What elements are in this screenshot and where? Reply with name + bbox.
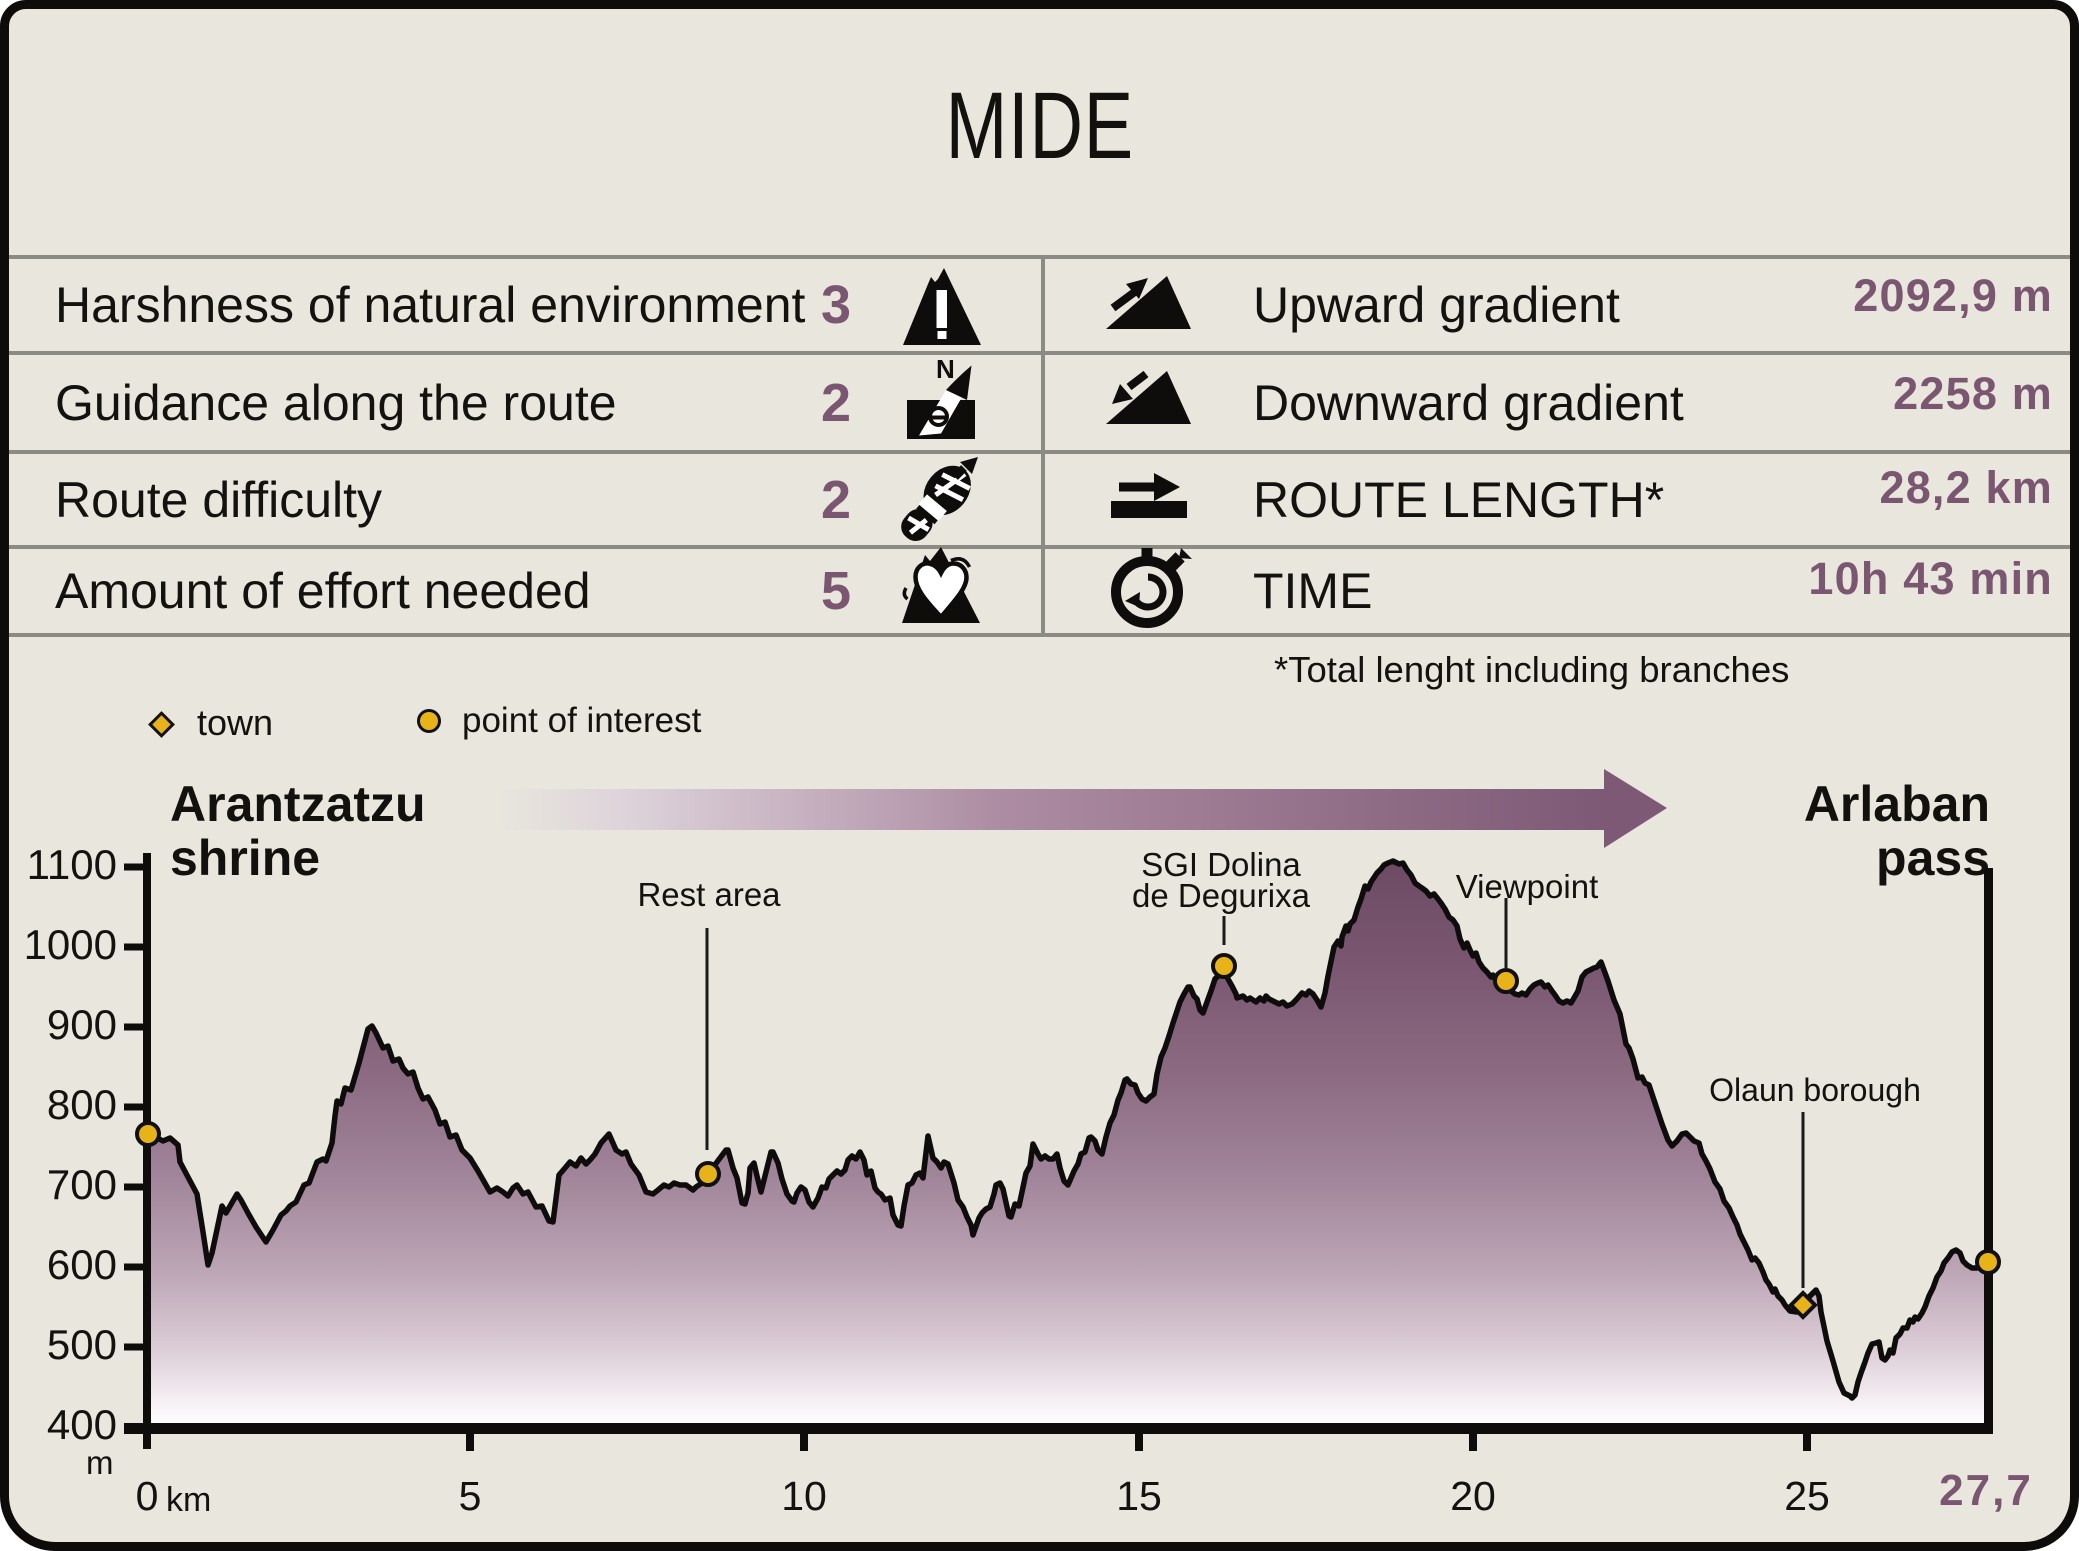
svg-text:N: N — [936, 354, 955, 384]
